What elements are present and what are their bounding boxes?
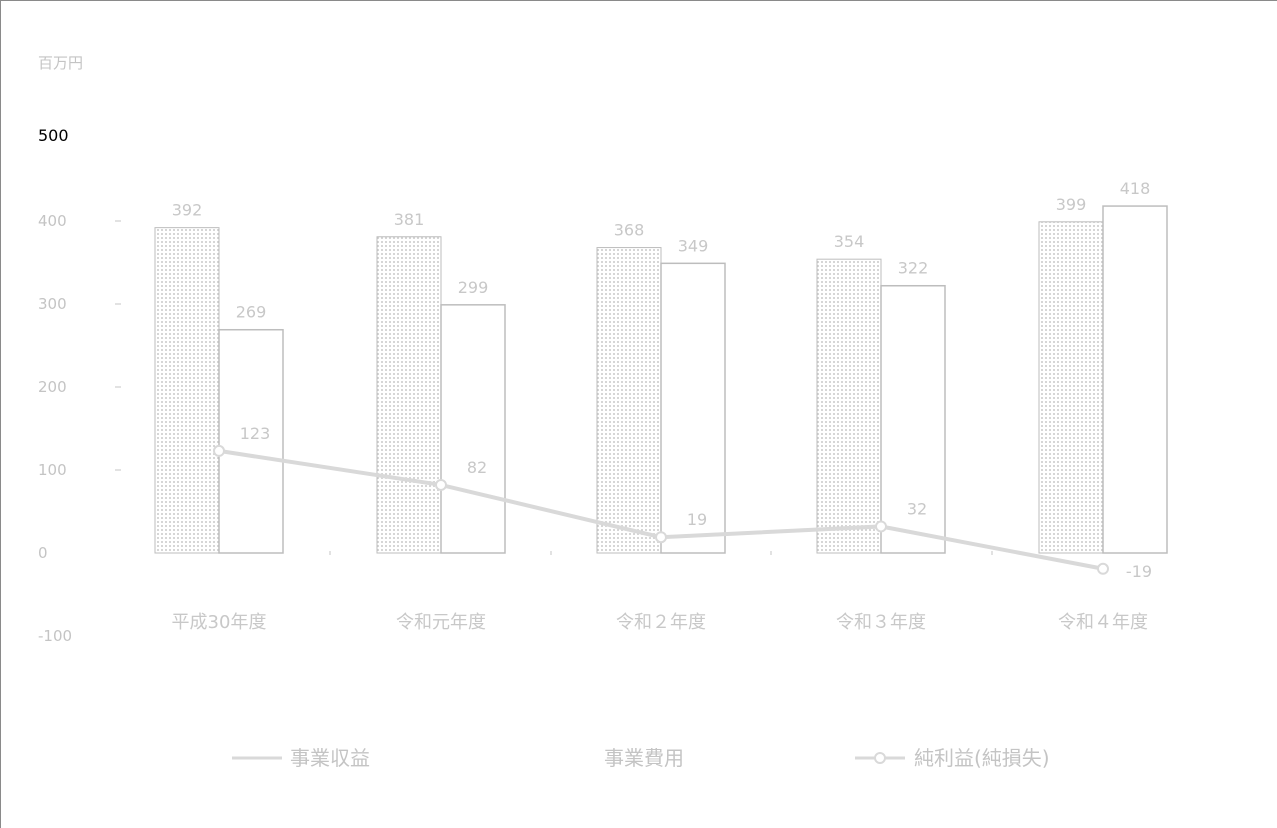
x-category-label: 令和元年度 xyxy=(396,612,486,633)
y-tick-label: 100 xyxy=(38,461,67,479)
x-axis: 平成30年度 令和元年度 令和２年度 令和３年度 令和４年度 xyxy=(172,551,1148,633)
bar-expense xyxy=(1102,205,1168,554)
legend-marker-profit xyxy=(874,752,886,764)
value-labels-group: 392 269 381 299 368 349 354 322 399 418 123 82 19 32 -… xyxy=(172,179,1152,581)
legend-label-profit: 純利益(純損失) xyxy=(914,746,1050,770)
bar-revenue xyxy=(596,247,662,554)
bar-expense xyxy=(880,284,946,554)
x-category-label: 令和４年度 xyxy=(1058,612,1148,633)
bar-revenue xyxy=(154,227,220,554)
y-tick-top: 500 xyxy=(38,126,69,145)
profit-point xyxy=(1097,562,1109,575)
y-tick-label: 400 xyxy=(38,212,67,230)
profit-line-group xyxy=(213,444,1109,575)
y-tick-label: 300 xyxy=(38,295,67,313)
expense-value-label: 349 xyxy=(678,236,709,255)
x-category-label: 令和２年度 xyxy=(616,612,706,633)
profit-value-label: 82 xyxy=(467,458,487,477)
expense-value-label: 269 xyxy=(236,303,267,322)
revenue-value-label: 392 xyxy=(172,201,203,220)
bar-revenue xyxy=(1038,221,1104,554)
y-axis: 400 300 200 100 0 -100 xyxy=(38,212,121,645)
profit-point xyxy=(213,444,225,457)
x-category-label: 令和３年度 xyxy=(836,612,926,633)
bar-revenue xyxy=(376,236,442,554)
revenue-value-label: 381 xyxy=(394,210,425,229)
y-tick-label: 200 xyxy=(38,378,67,396)
profit-point xyxy=(875,520,887,533)
profit-value-label: 19 xyxy=(687,510,707,529)
profit-point xyxy=(655,531,667,544)
expense-value-label: 418 xyxy=(1120,179,1151,198)
profit-point xyxy=(435,478,447,491)
bar-expense xyxy=(218,328,284,554)
bar-expense xyxy=(660,262,726,554)
y-unit-label: 百万円 xyxy=(38,54,84,72)
legend-label-revenue: 事業収益 xyxy=(290,746,370,770)
legend-label-expense: 事業費用 xyxy=(604,746,684,770)
expense-value-label: 299 xyxy=(458,278,489,297)
revenue-value-label: 399 xyxy=(1056,195,1087,214)
frame-top xyxy=(0,0,1277,1)
expense-value-label: 322 xyxy=(898,259,929,278)
x-category-label: 平成30年度 xyxy=(172,612,267,633)
profit-value-label: 32 xyxy=(907,499,927,518)
revenue-value-label: 354 xyxy=(834,232,865,251)
profit-value-label: 123 xyxy=(240,424,271,443)
bars-group xyxy=(154,205,1168,554)
frame-left xyxy=(0,0,1,828)
revenue-value-label: 368 xyxy=(614,221,645,240)
profit-value-label: -19 xyxy=(1126,562,1152,581)
y-tick-label: -100 xyxy=(38,627,72,645)
legend: 事業収益 事業費用 純利益(純損失) xyxy=(232,746,1050,770)
y-tick-label: 0 xyxy=(38,544,48,562)
bar-revenue xyxy=(816,258,882,554)
bar-expense xyxy=(440,304,506,554)
